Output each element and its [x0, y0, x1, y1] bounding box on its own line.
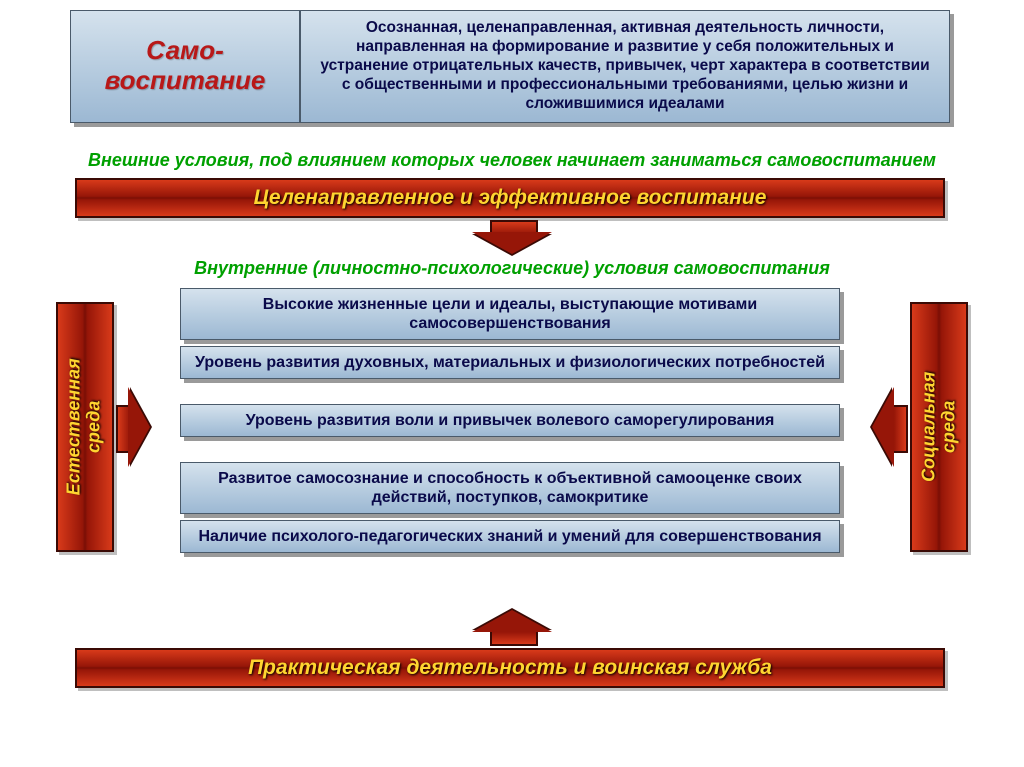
condition-box: Уровень развития воли и привычек волевог…: [180, 404, 840, 437]
condition-text: Уровень развития духовных, материальных …: [195, 354, 825, 371]
red-bar-bottom-text: Практическая деятельность и воинская слу…: [248, 656, 772, 680]
condition-box: Уровень развития духовных, материальных …: [180, 346, 840, 379]
header-title: Само- воспитание: [70, 10, 300, 123]
internal-conditions-label: Внутренние (личностно-психологические) у…: [0, 258, 1024, 279]
condition-text: Высокие жизненные цели и идеалы, выступа…: [263, 296, 757, 332]
left-vertical-bar: Естественная среда: [56, 302, 114, 552]
condition-box: Наличие психолого-педагогических знаний …: [180, 520, 840, 553]
header-row: Само- воспитание Осознанная, целенаправл…: [70, 10, 950, 123]
red-bar-top: Целенаправленное и эффективное воспитани…: [75, 178, 945, 218]
condition-text: Уровень развития воли и привычек волевог…: [246, 412, 775, 429]
red-bar-top-text: Целенаправленное и эффективное воспитани…: [254, 186, 767, 210]
condition-text: Наличие психолого-педагогических знаний …: [198, 528, 821, 545]
condition-text: Развитое самосознание и способность к об…: [218, 470, 802, 506]
definition-text: Осознанная, целенаправленная, активная д…: [320, 19, 929, 112]
external-conditions-label: Внешние условия, под влиянием которых че…: [0, 150, 1024, 171]
title-text: Само- воспитание: [105, 36, 266, 96]
red-bar-bottom: Практическая деятельность и воинская слу…: [75, 648, 945, 688]
condition-box: Высокие жизненные цели и идеалы, выступа…: [180, 288, 840, 340]
condition-box: Развитое самосознание и способность к об…: [180, 462, 840, 514]
right-vertical-bar: Социальная среда: [910, 302, 968, 552]
left-vertical-text: Естественная среда: [65, 358, 105, 495]
header-definition: Осознанная, целенаправленная, активная д…: [300, 10, 950, 123]
right-vertical-text: Социальная среда: [919, 372, 959, 482]
